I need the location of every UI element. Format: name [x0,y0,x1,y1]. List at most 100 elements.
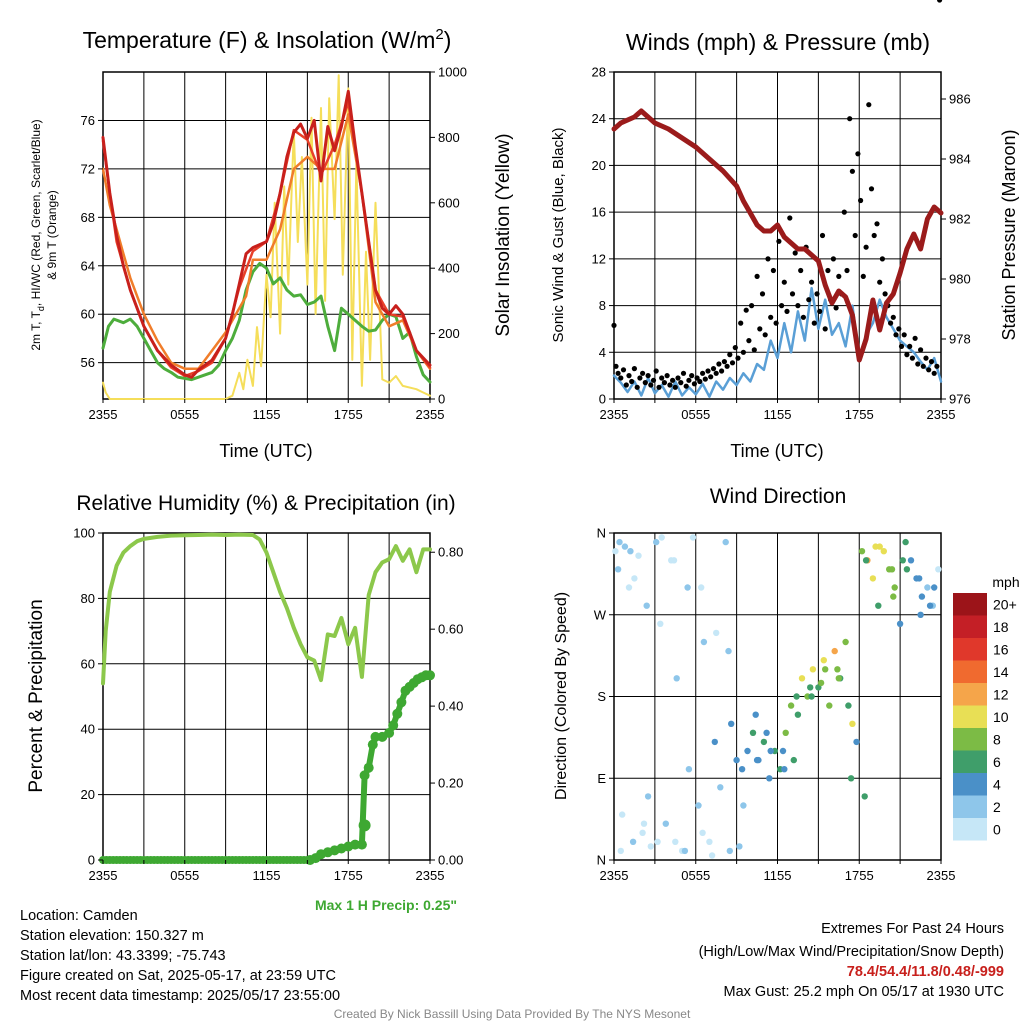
y2-tick-label: 400 [438,261,460,276]
gust-point [765,256,771,262]
speed-colorbar: 0 2 4 6 8 10 12 14 16 18 20+ [953,593,1017,841]
direction-point [845,702,852,709]
gust-point [740,349,747,355]
winds-series [611,0,944,398]
gust-point [931,370,937,376]
gust-point [841,209,847,215]
winds-ticks: 0 4 8 12 16 20 24 28 976 978 980 982 984 986 2355 0555 1… [592,65,971,423]
y-tick-label: 80 [81,591,95,606]
series-green [101,261,432,384]
gust-point [822,326,828,332]
colorbar-label: 18 [993,619,1009,635]
precip-point [356,839,367,850]
gust-point [909,355,916,361]
direction-point [790,756,797,764]
direction-point [779,747,787,755]
extremes-block: Extremes For Past 24 Hours (High/Low/Max… [699,919,1004,1002]
pressure-ylabel: Station Pressure (Maroon) [999,129,1019,340]
direction-point [711,738,718,746]
colorbar-label: 14 [993,664,1009,680]
colorbar-label: 10 [993,709,1009,725]
colorbar-label: 16 [993,641,1009,657]
direction-point [767,747,774,755]
gust-point [626,373,632,379]
direction-point [654,838,661,845]
station-latlon: Station lat/lon: 43.3399; -75.743 [20,948,226,964]
gust-point [890,314,896,320]
direction-point [899,557,906,564]
direction-point [647,843,654,850]
direction-point [700,638,708,646]
y-tick-label: 24 [592,111,606,126]
gust-point [648,382,654,388]
gust-point [762,332,768,338]
direction-point [625,584,633,591]
colorbar-label: 2 [993,799,1001,815]
direction-point [834,666,841,673]
colorbar-swatch [953,728,987,751]
gust-point [623,382,629,388]
humidity-title: Relative Humidity (%) & Precipitation (i… [76,492,455,515]
x-tick-label: 0555 [170,868,199,883]
gust-point [724,363,730,369]
direction-point [890,593,897,600]
y-tick-label: 60 [81,656,95,671]
x-tick-label: 1155 [764,407,792,422]
y2-tick-label: 0.20 [438,776,463,791]
gust-point [920,363,926,369]
gust-point [779,303,785,309]
direction-point [931,584,938,591]
gust-point [697,378,703,385]
colorbar-swatch [953,660,987,683]
direction-point [926,602,934,609]
gust-point [678,380,684,386]
direction-point [627,548,634,555]
temperature-xlabel: Time (UTC) [219,441,312,461]
colorbar-label: 20+ [993,596,1017,612]
gust-point [781,279,787,285]
station-elevation: Station elevation: 150.327 m [20,928,204,944]
direction-point [643,602,650,609]
colorbar-label: 0 [993,821,1001,837]
wind-direction-grid [614,533,941,860]
precip-point [425,670,435,681]
gust-point [613,363,619,369]
direction-point [699,829,706,836]
gust-point [727,352,733,358]
direction-point [672,838,679,845]
gust-point [700,370,706,376]
direction-point [616,538,623,546]
colorbar-swatch [953,683,987,706]
gust-point [620,367,627,373]
direction-point [617,847,624,855]
direction-point [629,838,637,845]
x-tick-label: 2355 [416,868,445,883]
y2-tick-label: 0.40 [438,699,463,714]
direction-point [752,711,759,718]
direction-point [831,647,838,655]
max-precip-note: Max 1 H Precip: 0.25" [315,897,457,913]
x-tick-label: 2355 [600,868,629,883]
direction-point [849,720,856,727]
gust-point [659,375,665,381]
x-tick-label: 2355 [927,868,956,883]
direction-point [918,593,926,600]
gust-point [789,291,796,297]
x-tick-label: 2355 [416,407,445,422]
y-tick-label: 8 [599,298,606,313]
x-tick-label: 1755 [334,407,363,422]
y-tick-label: S [597,689,606,704]
direction-point [673,675,680,682]
gust-point [871,232,877,239]
direction-point [733,756,740,764]
humidity-grid [103,533,430,860]
direction-point [853,738,860,746]
gust-point [719,368,725,374]
direction-point [924,584,931,591]
pressure-line [611,108,944,363]
x-tick-label: 1755 [845,868,874,883]
extremes-gust: Max Gust: 25.2 mph On 05/17 at 1930 UTC [723,984,1004,1000]
gust-point [795,303,801,309]
